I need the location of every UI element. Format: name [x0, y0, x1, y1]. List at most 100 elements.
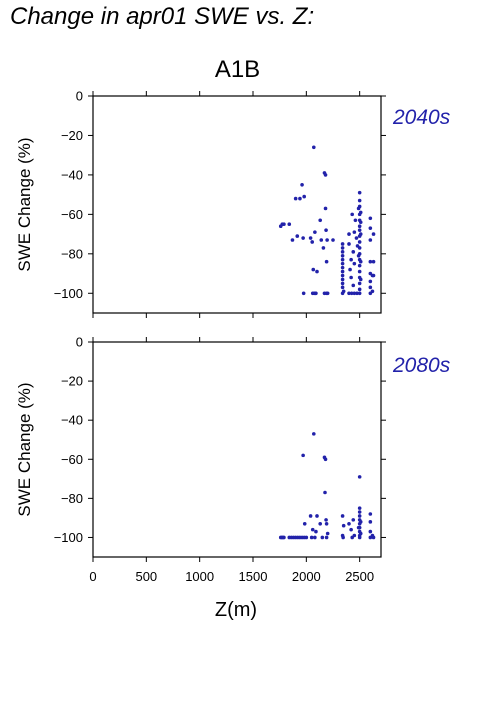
data-point: [293, 196, 298, 201]
data-point: [324, 521, 329, 526]
data-point: [349, 257, 353, 262]
y-tick-label: −20: [61, 374, 83, 389]
data-point: [341, 523, 346, 528]
data-point: [350, 212, 355, 217]
data-point: [357, 506, 362, 510]
data-point: [320, 535, 325, 540]
data-point: [300, 182, 304, 187]
data-point: [351, 283, 356, 288]
data-point: [313, 535, 317, 540]
data-point: [313, 230, 317, 234]
panel-2040s: 0 −20 −40 −60 −80 −100 SWE Change (%): [15, 89, 386, 318]
plot-frame: [92, 95, 382, 314]
data-point: [368, 238, 373, 242]
data-point: [358, 220, 363, 225]
data-point: [323, 490, 327, 495]
data-point: [351, 518, 356, 522]
data-point: [357, 228, 362, 232]
y-axis-label: SWE Change (%): [15, 137, 34, 271]
data-point: [357, 252, 362, 256]
data-point: [290, 238, 295, 242]
data-point: [357, 281, 362, 286]
data-point: [358, 259, 363, 264]
x-tick-label: 2000: [292, 569, 321, 584]
data-point: [340, 261, 345, 266]
data-point: [352, 230, 357, 234]
data-point: [357, 204, 362, 209]
data-point: [321, 246, 326, 250]
data-point: [301, 453, 305, 458]
data-point: [314, 529, 318, 534]
data-point: [357, 475, 362, 479]
data-point: [302, 194, 307, 199]
data-point: [318, 521, 323, 526]
data-point: [371, 232, 376, 236]
data-point: [352, 261, 357, 266]
x-axis-label: Z(m): [215, 599, 257, 621]
y-axis-label: SWE Change (%): [15, 382, 34, 516]
data-point: [310, 240, 315, 244]
data-point: [340, 246, 345, 250]
data-point: [340, 269, 345, 274]
data-point: [298, 196, 302, 201]
data-point: [357, 198, 362, 203]
scenario-title: A1B: [214, 56, 261, 83]
data-point: [340, 250, 345, 254]
data-point: [368, 529, 373, 534]
data-point: [357, 190, 362, 195]
data-point: [340, 257, 345, 262]
data-point: [325, 291, 330, 296]
data-point: [358, 277, 363, 282]
data-point: [352, 291, 357, 296]
data-point: [331, 238, 335, 242]
data-point: [340, 253, 345, 258]
data-point: [368, 226, 373, 230]
plot-frame: [92, 341, 382, 558]
data-point: [368, 512, 373, 516]
data-point: [304, 535, 309, 540]
data-point: [340, 277, 345, 282]
data-point: [324, 518, 328, 522]
y-tick-label: −40: [61, 413, 83, 428]
data-point: [347, 242, 351, 246]
data-point: [315, 269, 319, 274]
data-point: [282, 222, 286, 227]
data-point: [358, 520, 363, 524]
data-point: [354, 236, 359, 240]
x-tick-label: 500: [135, 569, 157, 584]
panel-2080s: 0 −20 −40 −60 −80 −100 0 500 1000 1500 2000 2500 SWE…: [15, 335, 386, 621]
data-point: [357, 224, 362, 228]
data-point: [312, 432, 316, 436]
x-tick-label: 1500: [239, 569, 268, 584]
data-point: [319, 238, 324, 242]
data-point: [368, 279, 373, 284]
data-point: [368, 259, 373, 264]
data-point: [312, 145, 316, 150]
y-tick-label: −60: [61, 452, 83, 467]
data-point: [357, 525, 362, 530]
data-point: [308, 236, 313, 240]
data-point: [324, 228, 328, 232]
x-tick-label: 2500: [345, 569, 374, 584]
data-point: [371, 273, 376, 278]
data-point: [324, 535, 329, 540]
data-point: [368, 285, 373, 290]
data-point: [309, 535, 314, 540]
y-tick-label: −40: [61, 167, 83, 182]
data-point: [340, 514, 345, 518]
x-tick-label: 0: [89, 569, 96, 584]
data-point: [308, 514, 313, 518]
data-point: [348, 267, 352, 272]
data-point: [357, 240, 362, 244]
data-point: [295, 234, 300, 238]
y-tick-label: 0: [76, 335, 83, 350]
data-point: [358, 531, 363, 536]
figure-title: Change in apr01 SWE vs. Z:: [10, 3, 315, 30]
data-point: [349, 527, 353, 532]
y-tick-label: −20: [61, 128, 83, 143]
data-point: [353, 218, 358, 223]
data-point: [325, 531, 330, 536]
y-tick-label: −80: [61, 246, 83, 261]
data-point: [310, 527, 315, 532]
